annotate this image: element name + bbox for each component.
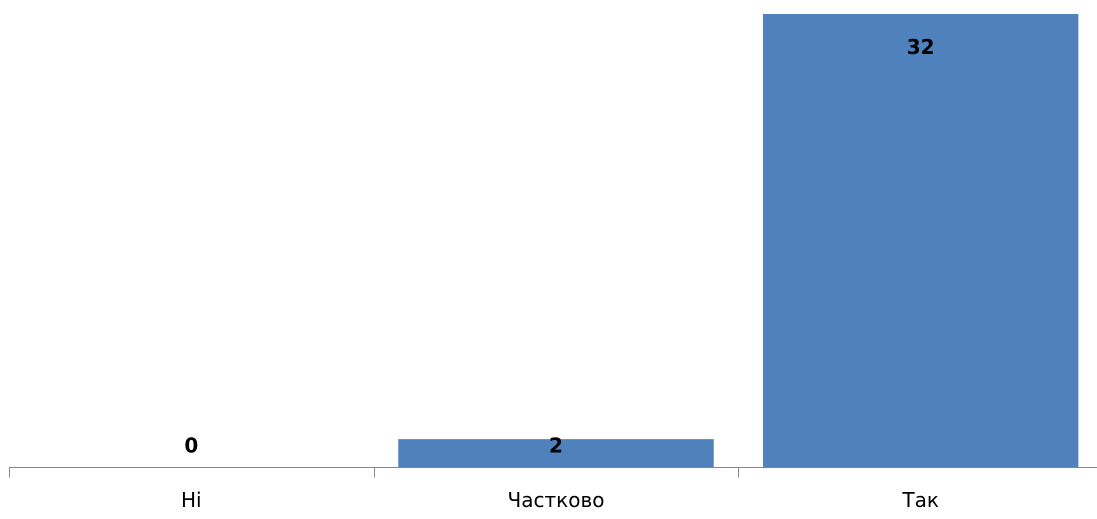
bar-2 (398, 439, 714, 468)
bars-layer (398, 14, 1079, 468)
bar-3 (762, 14, 1079, 468)
x-tick-label-3: Так (901, 488, 939, 512)
data-label-1: 0 (184, 434, 198, 458)
x-axis: Ні Частково Так (9, 467, 1097, 512)
data-label-2: 2 (549, 434, 563, 458)
data-labels-layer: 0 2 32 (184, 35, 934, 458)
data-label-3: 32 (907, 35, 935, 59)
x-tick-label-2: Частково (508, 488, 605, 512)
x-tick-label-1: Ні (181, 488, 202, 512)
